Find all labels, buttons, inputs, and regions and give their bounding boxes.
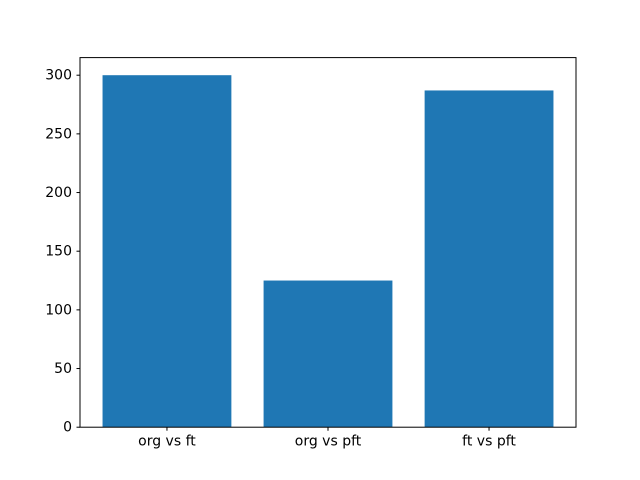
bar-org-vs-ft (102, 75, 232, 428)
y-tick-label: 50 (54, 361, 72, 377)
y-tick-label: 100 (45, 302, 72, 318)
x-tick-label: org vs ft (138, 434, 196, 450)
x-tick-label: ft vs pft (462, 434, 516, 450)
y-tick-label: 250 (45, 126, 72, 142)
y-tick-label: 300 (45, 68, 72, 84)
bar-ft-vs-pft (424, 90, 554, 428)
bar-org-vs-pft (263, 280, 393, 428)
y-tick-label: 150 (45, 244, 72, 260)
y-tick-label: 0 (63, 420, 72, 436)
x-tick-label: org vs pft (295, 434, 362, 450)
y-tick-label: 200 (45, 185, 72, 201)
